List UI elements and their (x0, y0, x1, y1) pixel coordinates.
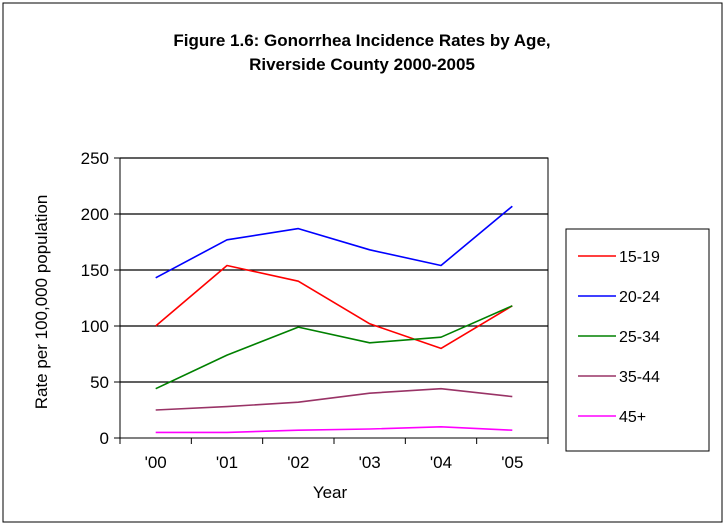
y-tick-label: 100 (81, 317, 109, 336)
series-line-15-19 (155, 264, 513, 350)
series-line-35-44 (155, 387, 513, 411)
x-tick-label: '01 (216, 453, 238, 472)
chart-title: Figure 1.6: Gonorrhea Incidence Rates by… (173, 31, 550, 50)
series-line-45+ (155, 425, 513, 434)
legend-entry: 35-44 (619, 369, 660, 386)
legend-box (565, 228, 710, 452)
y-tick-label: 250 (81, 149, 109, 168)
x-tick-label: '05 (501, 453, 523, 472)
x-tick-label: '00 (145, 453, 167, 472)
series-line-25-34 (155, 305, 513, 390)
y-tick-label: 150 (81, 261, 109, 280)
chart-subtitle: Riverside County 2000-2005 (249, 55, 475, 74)
x-axis-label: Year (313, 483, 348, 502)
y-tick-label: 0 (100, 429, 109, 448)
x-tick-label: '03 (359, 453, 381, 472)
axis-ticks: 0 50 100 150 200 250 '00 '01 '02 '03 '04 '05 (81, 149, 549, 472)
y-axis-label: Rate per 100,000 population (32, 195, 51, 410)
x-tick-label: '04 (430, 453, 452, 472)
legend-entry: 15-19 (619, 249, 660, 266)
legend: 15-19 20-24 25-34 35-44 45+ (565, 228, 710, 452)
y-tick-label: 50 (90, 373, 109, 392)
legend-entry: 45+ (619, 409, 646, 426)
y-tick-label: 200 (81, 205, 109, 224)
legend-entry: 25-34 (619, 329, 660, 346)
series-lines (155, 205, 513, 434)
x-tick-label: '02 (287, 453, 309, 472)
series-line-20-24 (155, 205, 513, 279)
legend-entry: 20-24 (619, 289, 660, 306)
